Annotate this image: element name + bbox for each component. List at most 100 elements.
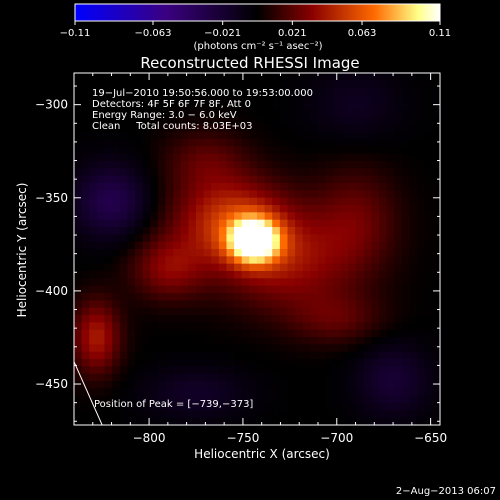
heatmap-cell — [119, 329, 128, 338]
heatmap-cell — [417, 197, 426, 206]
heatmap-cell — [127, 153, 136, 162]
heatmap-cell — [241, 285, 250, 294]
heatmap-cell — [112, 285, 121, 294]
heatmap-cell — [104, 124, 113, 133]
heatmap-cell — [394, 73, 403, 81]
heatmap-cell — [386, 73, 395, 81]
heatmap-cell — [363, 344, 372, 353]
heatmap-cell — [333, 351, 342, 360]
heatmap-cell — [211, 410, 220, 419]
heatmap-cell — [104, 175, 113, 184]
heatmap-cell — [150, 293, 159, 301]
heatmap-cell — [173, 300, 182, 309]
heatmap-cell — [74, 131, 83, 140]
heatmap-cell — [104, 139, 113, 147]
heatmap-cell — [150, 381, 159, 389]
heatmap-cell — [112, 351, 121, 360]
heatmap-cell — [81, 285, 90, 294]
heatmap-cell — [249, 146, 258, 155]
heatmap-cell — [89, 183, 98, 191]
heatmap-cell — [318, 153, 327, 162]
heatmap-cell — [89, 234, 98, 243]
heatmap-cell — [89, 293, 98, 301]
heatmap-cell — [81, 139, 90, 147]
heatmap-cell — [379, 300, 388, 309]
heatmap-cell — [188, 146, 197, 155]
heatmap-cell — [241, 175, 250, 184]
heatmap-cell — [379, 344, 388, 353]
heatmap-cell — [409, 87, 418, 96]
heatmap-cell — [135, 256, 144, 265]
heatmap-cell — [157, 403, 167, 411]
heatmap-cell — [272, 139, 281, 147]
heatmap-cell — [257, 417, 266, 425]
heatmap-cell — [340, 263, 350, 272]
heatmap-cell — [310, 271, 319, 279]
heatmap-cell — [264, 329, 273, 338]
heatmap-cell — [333, 80, 342, 89]
heatmap-cell — [287, 285, 296, 294]
heatmap-cell — [386, 146, 395, 155]
heatmap-cell — [188, 95, 197, 103]
heatmap-cell — [409, 395, 418, 404]
heatmap-cell — [127, 417, 136, 425]
heatmap-cell — [142, 190, 151, 199]
heatmap-cell — [325, 300, 334, 309]
heatmap-cell — [394, 329, 403, 338]
heatmap-cell — [310, 161, 319, 169]
heatmap-cell — [356, 293, 365, 301]
heatmap-cell — [119, 109, 128, 118]
heatmap-cell — [104, 205, 113, 213]
heatmap-cell — [180, 337, 189, 345]
heatmap-cell — [348, 344, 357, 353]
heatmap-cell — [318, 183, 327, 191]
heatmap-cell — [211, 256, 220, 265]
heatmap-cell — [325, 80, 334, 89]
heatmap-cell — [211, 219, 220, 228]
heatmap-cell — [394, 271, 403, 279]
heatmap-cell — [356, 205, 365, 213]
heatmap-cell — [196, 87, 205, 96]
heatmap-cell — [234, 249, 243, 257]
heatmap-cell — [218, 293, 228, 301]
heatmap-cell — [318, 212, 327, 221]
heatmap-cell — [127, 271, 136, 279]
heatmap-cell — [394, 388, 403, 397]
heatmap-cell — [180, 153, 189, 162]
heatmap-cell — [279, 183, 289, 191]
heatmap-cell — [340, 337, 350, 345]
heatmap-cell — [379, 381, 388, 389]
heatmap-cell — [196, 395, 205, 404]
heatmap-cell — [318, 395, 327, 404]
heatmap-cell — [432, 102, 440, 111]
heatmap-cell — [104, 359, 113, 367]
heatmap-cell — [74, 344, 83, 353]
heatmap-cell — [386, 153, 395, 162]
heatmap-cell — [180, 183, 189, 191]
heatmap-cell — [340, 410, 350, 419]
heatmap-cell — [424, 329, 433, 338]
heatmap-cell — [432, 234, 440, 243]
heatmap-cell — [119, 271, 128, 279]
heatmap-cell — [150, 87, 159, 96]
heatmap-cell — [279, 197, 289, 206]
heatmap-cell — [363, 73, 372, 81]
heatmap-cell — [112, 315, 121, 323]
heatmap-cell — [150, 168, 159, 177]
heatmap-cell — [295, 337, 304, 345]
heatmap-cell — [142, 337, 151, 345]
heatmap-cell — [81, 351, 90, 360]
heatmap-cell — [104, 168, 113, 177]
heatmap-cell — [371, 381, 380, 389]
limb-line — [74, 361, 103, 425]
heatmap-cell — [333, 256, 342, 265]
heatmap-cell — [241, 271, 250, 279]
heatmap-cell — [173, 153, 182, 162]
heatmap-cell — [340, 271, 350, 279]
heatmap-cell — [302, 73, 311, 81]
heatmap-cell — [310, 109, 319, 118]
heatmap-cell — [287, 395, 296, 404]
heatmap-cell — [333, 403, 342, 411]
heatmap-cell — [272, 263, 281, 272]
y-tick-label: −450 — [35, 377, 68, 391]
